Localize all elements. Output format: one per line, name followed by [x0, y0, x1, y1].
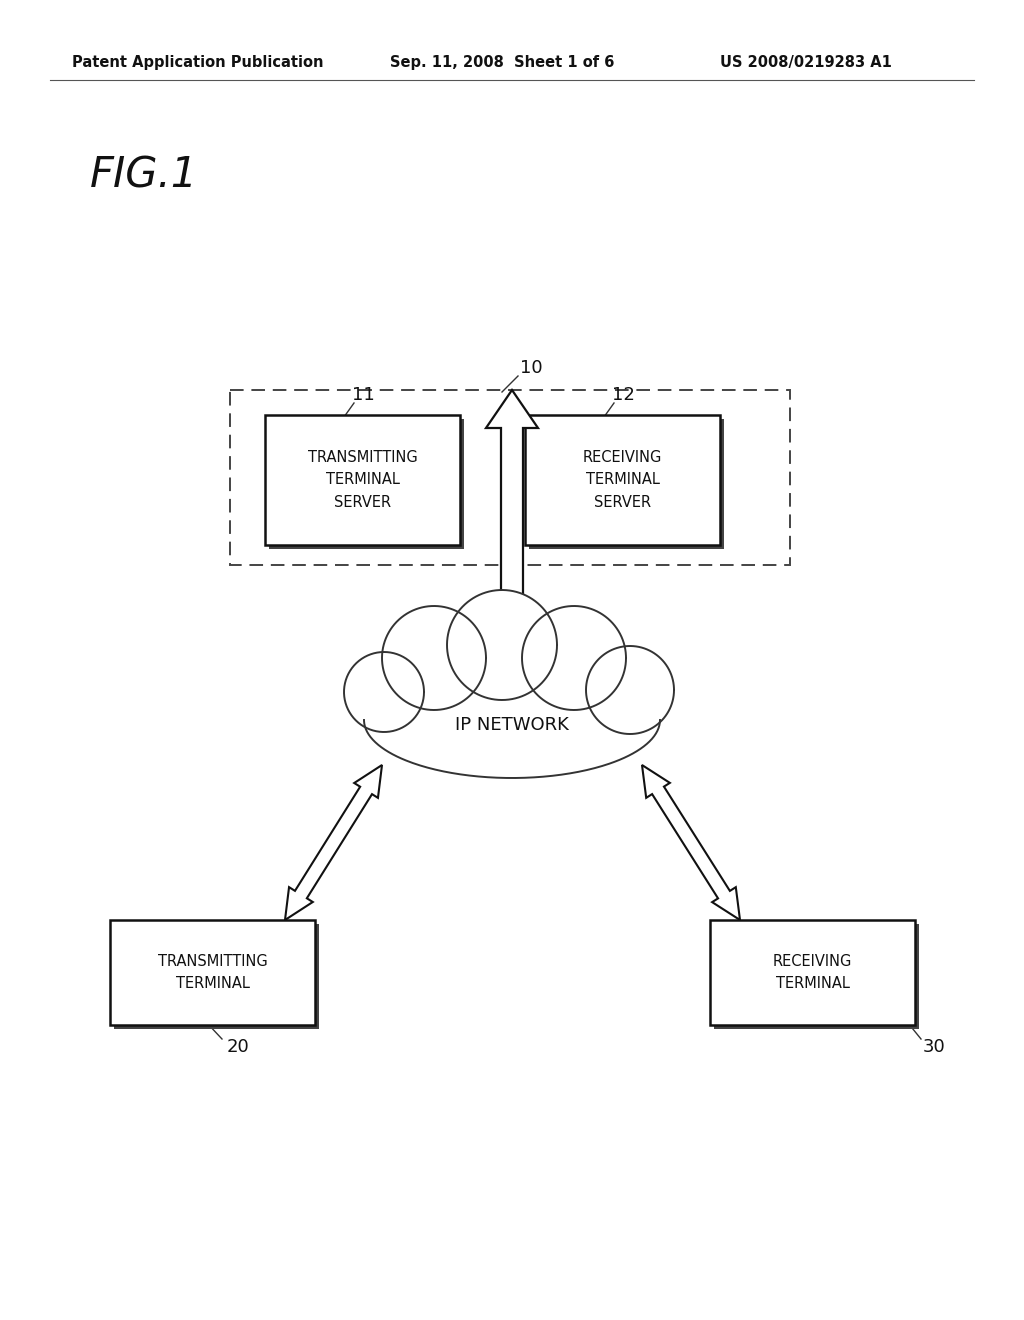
Ellipse shape: [357, 645, 667, 744]
Bar: [714, 924, 919, 1030]
Circle shape: [586, 645, 674, 734]
Text: TRANSMITTING
TERMINAL: TRANSMITTING TERMINAL: [158, 954, 267, 991]
Bar: [529, 418, 724, 549]
Text: 30: 30: [923, 1038, 946, 1056]
Bar: [110, 920, 315, 1026]
Text: Patent Application Publication: Patent Application Publication: [72, 54, 324, 70]
Ellipse shape: [364, 663, 660, 777]
Text: RECEIVING
TERMINAL
SERVER: RECEIVING TERMINAL SERVER: [583, 450, 663, 510]
Bar: [269, 418, 464, 549]
Bar: [265, 414, 460, 545]
Bar: [114, 924, 319, 1030]
Text: IP NETWORK: IP NETWORK: [455, 715, 569, 734]
Polygon shape: [486, 389, 538, 649]
Text: Sep. 11, 2008  Sheet 1 of 6: Sep. 11, 2008 Sheet 1 of 6: [390, 54, 614, 70]
Polygon shape: [642, 766, 740, 920]
Bar: [710, 920, 915, 1026]
Circle shape: [447, 590, 557, 700]
Polygon shape: [285, 766, 382, 920]
Text: FIG.1: FIG.1: [90, 154, 199, 195]
Text: 12: 12: [612, 385, 635, 404]
Circle shape: [344, 652, 424, 733]
Text: US 2008/0219283 A1: US 2008/0219283 A1: [720, 54, 892, 70]
Text: 20: 20: [227, 1038, 250, 1056]
Text: RECEIVING
TERMINAL: RECEIVING TERMINAL: [773, 954, 852, 991]
Circle shape: [522, 606, 626, 710]
Bar: [525, 414, 720, 545]
Text: 10: 10: [520, 359, 543, 378]
Bar: [230, 389, 790, 565]
Text: TRANSMITTING
TERMINAL
SERVER: TRANSMITTING TERMINAL SERVER: [307, 450, 418, 510]
Text: 11: 11: [352, 385, 375, 404]
Circle shape: [382, 606, 486, 710]
